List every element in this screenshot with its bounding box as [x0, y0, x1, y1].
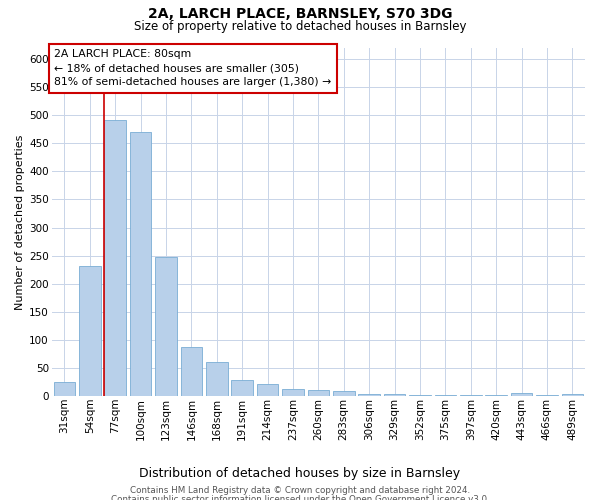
Bar	[282, 389, 304, 396]
Text: Distribution of detached houses by size in Barnsley: Distribution of detached houses by size …	[139, 468, 461, 480]
Bar	[232, 380, 253, 396]
Bar	[181, 347, 202, 397]
Y-axis label: Number of detached properties: Number of detached properties	[15, 134, 25, 310]
Text: 2A, LARCH PLACE, BARNSLEY, S70 3DG: 2A, LARCH PLACE, BARNSLEY, S70 3DG	[148, 8, 452, 22]
Bar	[511, 393, 532, 396]
Bar	[155, 257, 177, 396]
Bar	[434, 395, 456, 396]
Bar	[358, 394, 380, 396]
Bar	[206, 362, 227, 396]
Bar	[308, 390, 329, 396]
Text: Contains public sector information licensed under the Open Government Licence v3: Contains public sector information licen…	[110, 495, 490, 500]
Bar	[130, 132, 151, 396]
Bar	[384, 394, 406, 396]
Bar	[562, 394, 583, 396]
Text: Size of property relative to detached houses in Barnsley: Size of property relative to detached ho…	[134, 20, 466, 33]
Bar	[257, 384, 278, 396]
Bar	[409, 395, 431, 396]
Bar	[485, 395, 507, 396]
Bar	[53, 382, 75, 396]
Bar	[79, 266, 101, 396]
Text: Contains HM Land Registry data © Crown copyright and database right 2024.: Contains HM Land Registry data © Crown c…	[130, 486, 470, 495]
Bar	[104, 120, 126, 396]
Text: 2A LARCH PLACE: 80sqm
← 18% of detached houses are smaller (305)
81% of semi-det: 2A LARCH PLACE: 80sqm ← 18% of detached …	[55, 49, 332, 87]
Bar	[333, 391, 355, 396]
